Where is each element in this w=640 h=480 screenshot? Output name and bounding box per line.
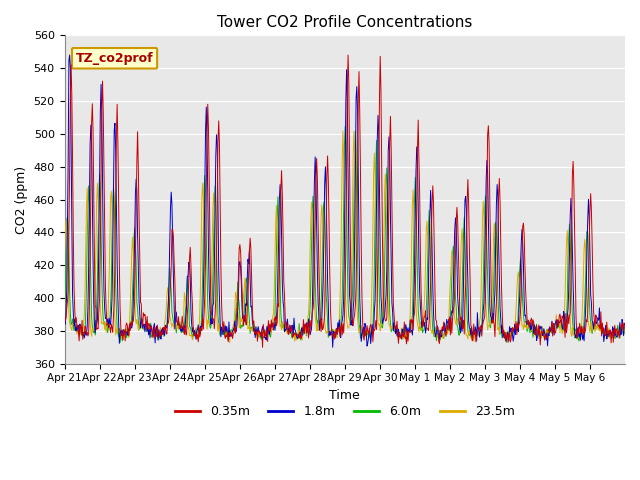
- 6.0m: [258, 336, 266, 342]
- 0.35m: [230, 330, 237, 336]
- 0.35m: [259, 345, 266, 350]
- X-axis label: Time: Time: [330, 389, 360, 402]
- 1.8m: [230, 324, 238, 330]
- 0.35m: [279, 228, 287, 233]
- 6.0m: [279, 325, 287, 331]
- 6.0m: [436, 331, 444, 336]
- 23.5m: [127, 300, 134, 306]
- 1.8m: [436, 337, 444, 343]
- 6.0m: [621, 331, 629, 337]
- Line: 6.0m: 6.0m: [65, 126, 625, 343]
- 23.5m: [621, 324, 629, 330]
- 6.0m: [230, 326, 238, 332]
- 23.5m: [436, 328, 444, 334]
- 23.5m: [404, 332, 412, 338]
- 1.8m: [127, 324, 135, 330]
- 23.5m: [230, 319, 238, 324]
- Y-axis label: CO2 (ppm): CO2 (ppm): [15, 166, 28, 234]
- 0.35m: [127, 328, 134, 334]
- 1.8m: [258, 327, 266, 333]
- Line: 0.35m: 0.35m: [65, 55, 625, 348]
- 0.35m: [61, 312, 68, 318]
- 1.8m: [404, 325, 412, 331]
- 0.35m: [257, 331, 265, 336]
- 23.5m: [339, 128, 347, 134]
- Title: Tower CO2 Profile Concentrations: Tower CO2 Profile Concentrations: [217, 15, 472, 30]
- Legend: 0.35m, 1.8m, 6.0m, 23.5m: 0.35m, 1.8m, 6.0m, 23.5m: [170, 400, 520, 423]
- 23.5m: [226, 340, 234, 346]
- 1.8m: [279, 299, 287, 305]
- 6.0m: [61, 311, 68, 316]
- Text: TZ_co2prof: TZ_co2prof: [76, 52, 154, 65]
- 6.0m: [116, 340, 124, 346]
- 1.8m: [621, 321, 629, 327]
- 6.0m: [404, 332, 412, 338]
- 0.35m: [621, 321, 629, 326]
- Line: 23.5m: 23.5m: [65, 131, 625, 343]
- 1.8m: [66, 52, 74, 58]
- 23.5m: [258, 328, 266, 334]
- Line: 1.8m: 1.8m: [65, 55, 625, 348]
- 0.35m: [344, 52, 352, 58]
- 0.35m: [404, 338, 412, 344]
- 23.5m: [279, 321, 287, 326]
- 1.8m: [61, 314, 68, 320]
- 1.8m: [329, 345, 337, 350]
- 0.35m: [436, 341, 444, 347]
- 6.0m: [127, 321, 135, 327]
- 23.5m: [61, 254, 68, 260]
- 6.0m: [341, 123, 349, 129]
